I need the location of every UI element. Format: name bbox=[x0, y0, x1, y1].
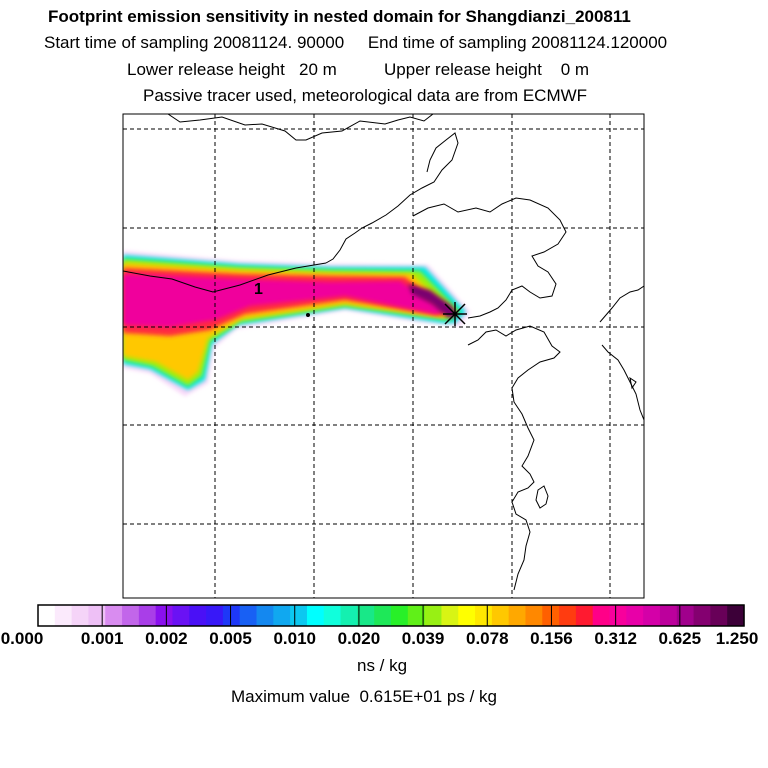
maximum-value: Maximum value 0.615E+01 ps / kg bbox=[231, 687, 497, 706]
plume-contour-dark bbox=[408, 284, 458, 318]
colorbar-swatch bbox=[357, 605, 375, 626]
colorbar-swatch bbox=[391, 605, 409, 626]
colorbar-swatch bbox=[222, 605, 241, 626]
colorbar-swatch bbox=[727, 605, 745, 626]
colorbar-swatch bbox=[122, 605, 140, 626]
colorbar-tick-label: 0.010 bbox=[273, 629, 316, 648]
colorbar-swatch bbox=[172, 605, 190, 626]
colorbar-swatch bbox=[323, 605, 342, 626]
colorbar-swatch bbox=[525, 605, 543, 626]
colorbar-tick-label: 0.312 bbox=[594, 629, 637, 648]
colorbar-tick-label: 0.078 bbox=[465, 629, 509, 648]
coastline-northeast bbox=[325, 132, 459, 264]
colorbar-swatch bbox=[475, 605, 493, 626]
colorbar-swatch bbox=[306, 605, 325, 626]
colorbar-swatch bbox=[273, 605, 291, 626]
footprint-plume bbox=[123, 251, 470, 396]
lat-lon-grid bbox=[123, 114, 644, 598]
colorbar-swatch bbox=[138, 605, 157, 626]
receptor-marker bbox=[443, 302, 467, 326]
colorbar-swatch bbox=[693, 605, 711, 626]
coastline-peninsula bbox=[467, 325, 561, 591]
colorbar-swatch bbox=[424, 605, 443, 626]
colorbar-swatch bbox=[189, 605, 207, 626]
colorbar-swatch bbox=[71, 605, 90, 626]
colorbar-swatch bbox=[441, 605, 459, 626]
map-frame bbox=[122, 113, 645, 599]
sampling-times: Start time of sampling 20081124. 90000 E… bbox=[44, 33, 668, 52]
colorbar-swatch bbox=[206, 605, 224, 626]
coastline-korea bbox=[599, 285, 644, 323]
border-north bbox=[167, 114, 434, 141]
colorbar-swatch bbox=[643, 605, 661, 626]
colorbar bbox=[38, 605, 745, 626]
colorbar-swatch bbox=[458, 605, 476, 626]
colorbar-swatch bbox=[256, 605, 274, 626]
plume-contour-magenta bbox=[123, 274, 444, 327]
colorbar-swatch bbox=[559, 605, 577, 626]
coastline-islands bbox=[535, 376, 637, 509]
colorbar-tick-label: 0.001 bbox=[80, 629, 124, 648]
colorbar-swatch bbox=[407, 605, 426, 626]
colorbar-swatch bbox=[38, 605, 56, 626]
colorbar-frame bbox=[37, 604, 745, 627]
colorbar-swatch bbox=[239, 605, 258, 626]
colorbar-swatch bbox=[290, 605, 308, 626]
plot-title: Footprint emission sensitivity in nested… bbox=[48, 7, 631, 26]
colorbar-swatch bbox=[491, 605, 510, 626]
colorbar-swatch bbox=[592, 605, 611, 626]
colorbar-swatch bbox=[340, 605, 358, 626]
colorbar-swatch bbox=[659, 605, 678, 626]
coastline-korea-south bbox=[601, 344, 644, 421]
colorbar-swatch bbox=[710, 605, 728, 626]
colorbar-swatch bbox=[676, 605, 695, 626]
colorbar-swatch bbox=[626, 605, 644, 626]
colorbar-tick-label: 0.002 bbox=[145, 629, 188, 648]
colorbar-swatch bbox=[374, 605, 392, 626]
border-inner bbox=[123, 262, 327, 293]
colorbar-swatch bbox=[155, 605, 174, 626]
coastlines bbox=[123, 114, 644, 591]
colorbar-swatch bbox=[105, 605, 123, 626]
colorbar-tick-label: 0.625 bbox=[658, 629, 702, 648]
colorbar-swatch bbox=[88, 605, 106, 626]
colorbar-tick-label: 1.250 bbox=[715, 629, 759, 648]
colorbar-tick-label: 0.156 bbox=[530, 629, 573, 648]
colorbar-unit: ns / kg bbox=[357, 656, 408, 675]
colorbar-swatch bbox=[508, 605, 527, 626]
colorbar-swatch bbox=[54, 605, 73, 626]
release-heights: Lower release height 20 m Upper release … bbox=[127, 60, 590, 79]
source-dot bbox=[306, 313, 310, 317]
colorbar-tick-label: 0.005 bbox=[209, 629, 252, 648]
contour-label: 1 bbox=[254, 281, 263, 298]
colorbar-swatch bbox=[609, 605, 627, 626]
colorbar-tick-label: 0.020 bbox=[337, 629, 381, 648]
colorbar-swatch bbox=[575, 605, 594, 626]
colorbar-tick-label: 0.000 bbox=[0, 629, 44, 648]
tracer-info: Passive tracer used, meteorological data… bbox=[143, 86, 588, 105]
coastline-bohai bbox=[412, 197, 567, 319]
colorbar-tick-label: 0.039 bbox=[401, 629, 445, 648]
